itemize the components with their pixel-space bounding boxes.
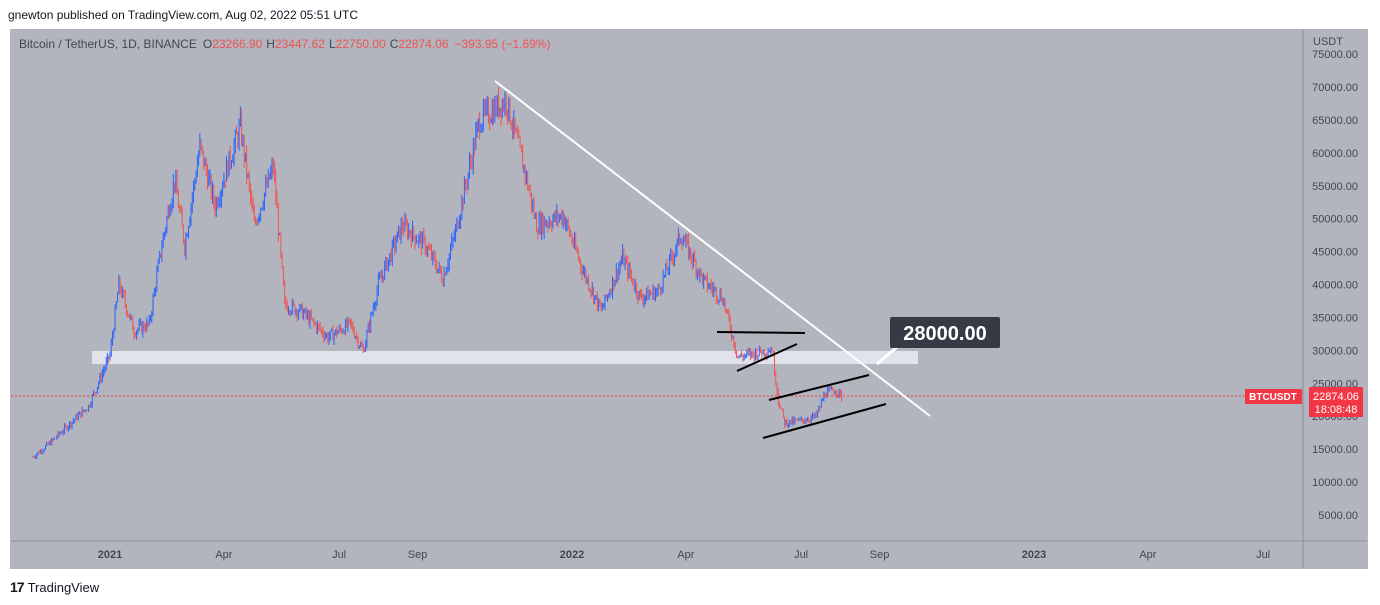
price-axis-currency: USDT — [1313, 36, 1343, 48]
legend-change: −393.95 (−1.69%) — [454, 37, 550, 51]
price-tick-label: 40000.00 — [1312, 280, 1358, 292]
price-tick-label: 10000.00 — [1312, 477, 1358, 489]
price-axis-ticks[interactable]: 75000.00 70000.00 65000.00 60000.00 55000.00… — [1312, 49, 1358, 522]
last-price-text: 22874.06 — [1313, 391, 1359, 403]
legend-close: 22874.06 — [398, 37, 448, 51]
legend-h-label: H — [266, 37, 275, 51]
legend-o-label: O — [203, 37, 212, 51]
legend-low: 22750.00 — [336, 37, 386, 51]
countdown-text: 18:08:48 — [1315, 404, 1358, 416]
legend-symbol: Bitcoin / TetherUS, 1D, BINANCE O23266.90… — [19, 37, 551, 51]
time-tick-label: Jul — [1256, 549, 1270, 561]
footer-brand[interactable]: 17 TradingView — [10, 579, 99, 595]
target-label-text: 28000.00 — [903, 323, 986, 345]
price-tick-label: 65000.00 — [1312, 115, 1358, 127]
symbol-tag-text: BTCUSDT — [1249, 392, 1297, 403]
support-zone[interactable] — [92, 351, 918, 364]
price-tick-label: 60000.00 — [1312, 148, 1358, 160]
time-tick-label: Apr — [677, 549, 694, 561]
price-tick-label: 75000.00 — [1312, 49, 1358, 61]
chart-frame[interactable] — [10, 29, 1368, 569]
price-tick-label: 30000.00 — [1312, 345, 1358, 357]
legend-open: 23266.90 — [212, 37, 262, 51]
legend-c-label: C — [390, 37, 399, 51]
footer-brand-text: TradingView — [27, 579, 100, 595]
time-axis-ticks[interactable]: 2021 Apr Jul Sep 2022 Apr Jul Sep 2023 Apr Jul — [98, 549, 1270, 561]
candles-layer — [32, 87, 843, 459]
price-tick-label: 55000.00 — [1312, 181, 1358, 193]
price-tick-label: 45000.00 — [1312, 247, 1358, 259]
price-tick-label: 15000.00 — [1312, 444, 1358, 456]
time-tick-label: Jul — [794, 549, 808, 561]
time-tick-label: 2023 — [1022, 549, 1046, 561]
target-label-box[interactable] — [890, 317, 1000, 348]
time-tick-label: Sep — [408, 549, 428, 561]
price-tick-label: 35000.00 — [1312, 312, 1358, 324]
last-price-badge — [1309, 387, 1363, 417]
time-tick-label: Jul — [332, 549, 346, 561]
time-tick-label: Apr — [1139, 549, 1156, 561]
tradingview-logo-icon: 17 — [10, 579, 25, 595]
time-tick-label: 2021 — [98, 549, 122, 561]
price-tick-label: 70000.00 — [1312, 82, 1358, 94]
price-tick-label: 50000.00 — [1312, 214, 1358, 226]
legend-symbol-name: Bitcoin / TetherUS, 1D, BINANCE — [19, 37, 197, 51]
descending-trendline[interactable] — [494, 80, 931, 417]
channel-bottom-line[interactable] — [762, 403, 887, 439]
channel-top-line[interactable] — [768, 374, 870, 401]
legend-high: 23447.62 — [275, 37, 325, 51]
price-tick-label: 5000.00 — [1318, 510, 1358, 522]
symbol-tag-badge — [1245, 389, 1302, 404]
triangle-bottom-line[interactable] — [736, 343, 798, 372]
time-tick-label: Apr — [215, 549, 232, 561]
time-tick-label: 2022 — [560, 549, 584, 561]
triangle-top-line[interactable] — [716, 331, 806, 334]
target-callout-pointer — [876, 345, 898, 366]
publisher-line: gnewton published on TradingView.com, Au… — [8, 8, 359, 22]
legend-l-label: L — [329, 37, 336, 51]
time-tick-label: Sep — [870, 549, 890, 561]
